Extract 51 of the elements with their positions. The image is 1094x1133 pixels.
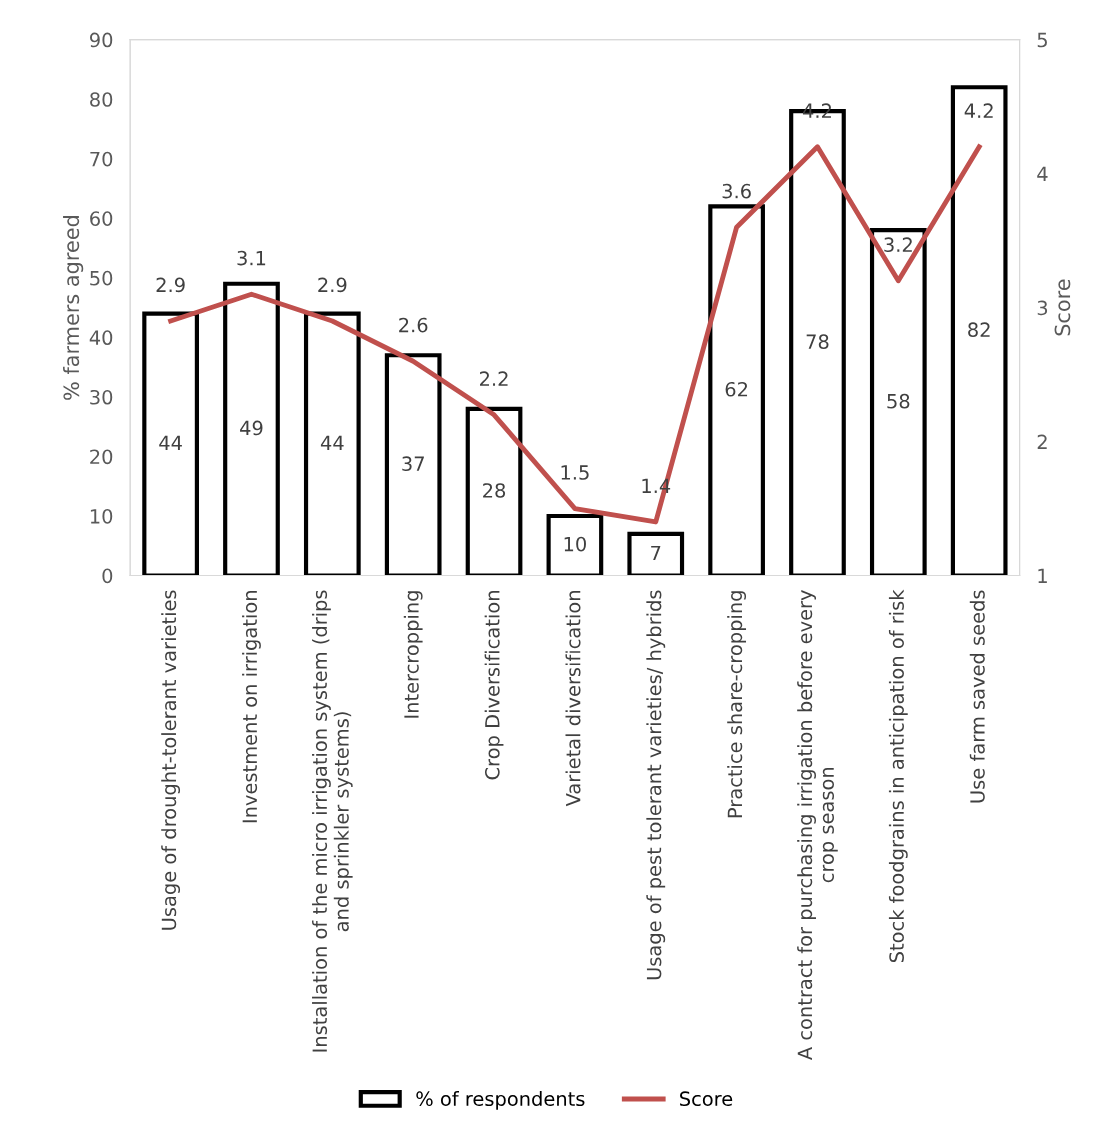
y2-tick-label: 5: [1037, 32, 1047, 48]
data-label: 3.2: [884, 237, 912, 253]
data-label: 58: [887, 393, 910, 409]
data-label: 3.1: [237, 250, 266, 266]
x-tick-label: A contract for purchasing irrigation before every crop season: [797, 590, 838, 1060]
data-label: 28: [483, 483, 506, 498]
data-label: 62: [725, 381, 748, 397]
x-tick-label: Practice share-cropping: [727, 591, 747, 818]
y2-axis-title: Score: [1054, 279, 1071, 336]
y-tick-label: 20: [90, 449, 113, 465]
data-label: 4.2: [964, 103, 993, 118]
y2-tick-label: 4: [1037, 166, 1048, 182]
data-label: 37: [402, 456, 424, 472]
y-tick-label: 40: [89, 330, 113, 346]
data-label: 2.2: [480, 371, 508, 386]
x-tick-label: Crop Diversification: [484, 591, 504, 780]
y-tick-label: 60: [90, 211, 113, 226]
y2-tick-label: 3: [1037, 300, 1048, 316]
data-label: 7: [651, 545, 661, 561]
data-label: 1.5: [561, 465, 589, 480]
y-tick-label: 90: [90, 32, 113, 48]
y-axis-title: % farmers agreed: [63, 216, 84, 400]
data-label: 44: [320, 435, 344, 450]
data-label: 2.6: [399, 317, 428, 333]
data-label: 4.2: [802, 103, 831, 118]
data-label: 82: [968, 322, 990, 338]
x-tick-label: Investment on irrigation: [242, 591, 261, 823]
data-label: 10: [564, 536, 586, 552]
legend-label: Score: [680, 1091, 733, 1107]
y2-tick-label: 1: [1038, 568, 1047, 583]
x-tick-label: Stock foodgrains in anticipation of risk: [888, 589, 908, 963]
y2-tick-label: 2: [1037, 434, 1047, 449]
x-tick-label: Use farm saved seeds: [969, 590, 985, 803]
x-tick-label: Usage of drought-tolerant varieties: [161, 590, 181, 930]
y-tick-label: 10: [90, 508, 113, 524]
data-label: 2.9: [318, 277, 347, 293]
y-tick-label: 30: [90, 389, 113, 405]
y-tick-label: 80: [90, 92, 113, 107]
data-label: 49: [240, 420, 263, 436]
y-tick-label: 70: [90, 151, 113, 167]
y-tick-label: 50: [90, 270, 113, 286]
data-label: 2.9: [156, 277, 185, 293]
legend-label: % of respondents: [416, 1091, 585, 1110]
x-tick-label: Intercropping: [403, 591, 423, 718]
x-tick-label: Varietal diversification: [565, 591, 581, 807]
data-label: 78: [806, 334, 829, 349]
data-label: 44: [159, 435, 182, 450]
x-tick-label: Installation of the micro irrigation system (drips and sprinkler systems): [312, 590, 353, 1052]
data-label: 3.6: [722, 183, 751, 199]
y-tick-label: 0: [102, 568, 113, 584]
x-tick-label: Usage of pest tolerant varieties/ hybrids: [646, 590, 666, 980]
